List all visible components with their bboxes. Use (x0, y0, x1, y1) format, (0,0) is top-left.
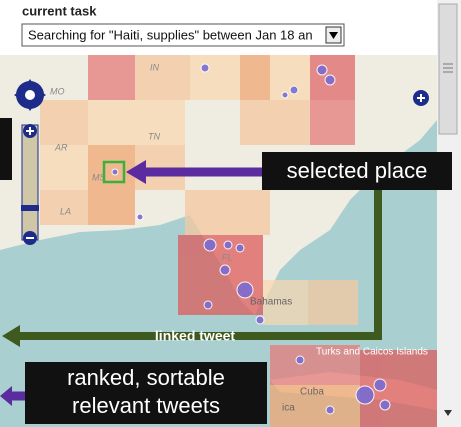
scroll-down[interactable] (444, 410, 452, 416)
scrollbar[interactable] (437, 0, 461, 427)
label-box (262, 152, 452, 190)
dropdown-arrow (329, 32, 338, 39)
dropdown-box[interactable] (21, 23, 345, 47)
scroll-thumb[interactable] (438, 3, 458, 135)
place-label: Turks and Caicos Islands (316, 347, 428, 358)
state-label: TN (148, 131, 160, 141)
state-label: AR (54, 142, 68, 152)
place-label: ica (282, 403, 295, 414)
annotation-label: selected place (287, 158, 428, 183)
arrow-head (126, 160, 146, 184)
grip (443, 63, 453, 73)
state-label: MO (50, 86, 65, 96)
label-box (25, 362, 267, 424)
map-labels: IN MO TN AR MS LA FL Bahamas Turks and C… (50, 62, 428, 413)
selected-box (102, 160, 126, 184)
arrow-head (0, 386, 12, 406)
pan-center[interactable] (25, 90, 35, 100)
plus (26, 127, 34, 135)
zoom-handle[interactable] (21, 205, 39, 211)
task-dropdown[interactable]: Searching for "Haiti, supplies" between … (21, 23, 345, 47)
annotation-label: ranked, sortable (67, 365, 225, 390)
dropdown-text[interactable]: Searching for "Haiti, supplies" between … (28, 27, 313, 42)
task-label: current task (22, 3, 97, 18)
plus (417, 94, 425, 102)
pan-arrows[interactable] (14, 79, 46, 111)
place-label: Bahamas (250, 297, 292, 308)
state-label: FL (222, 252, 233, 262)
link-arrow-head (2, 325, 20, 347)
map-controls[interactable] (14, 79, 429, 245)
tweet-dots (111, 63, 391, 415)
map[interactable]: IN MO TN AR MS LA FL Bahamas Turks and C… (0, 55, 437, 427)
state-label: LA (60, 206, 71, 216)
state-label: IN (150, 62, 160, 72)
place-label: Cuba (300, 387, 324, 398)
side-panel-edge (0, 118, 12, 180)
heat-cells (40, 55, 437, 427)
zoom-slider[interactable] (21, 124, 39, 241)
annotation-label: linked tweet (155, 328, 235, 344)
annotation-label: relevant tweets (72, 393, 220, 418)
link-line (18, 190, 382, 340)
state-label: MS (92, 172, 106, 182)
